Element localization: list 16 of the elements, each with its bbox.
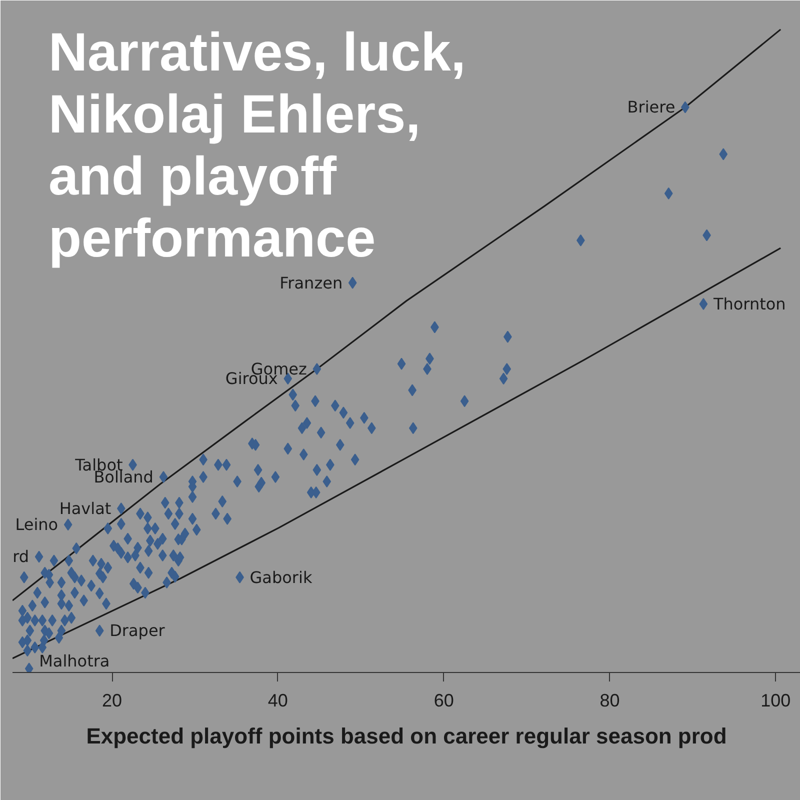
x-tick-label: 60: [434, 690, 454, 710]
annotation: Gaborik: [250, 568, 313, 587]
text: Narratives, luck, Nikolaj Ehlers, and playoff performance: [48, 22, 466, 268]
x-axis-title: Expected playoff points based on career regular season prod: [86, 724, 727, 748]
annotation: Briere: [627, 98, 676, 117]
annotation: Franzen: [280, 273, 343, 292]
annotation: Havlat: [59, 499, 112, 518]
annotation: Malhotra: [39, 652, 110, 671]
annotation: Leino: [15, 515, 58, 534]
annotation: Thornton: [712, 294, 786, 314]
x-tick-label: 40: [268, 690, 288, 710]
annotation: Draper: [110, 621, 166, 640]
x-tick-label: 20: [102, 690, 122, 710]
annotation: rd: [12, 547, 30, 566]
x-tick-label: 80: [600, 690, 620, 710]
x-tick-label: 100: [760, 690, 791, 710]
